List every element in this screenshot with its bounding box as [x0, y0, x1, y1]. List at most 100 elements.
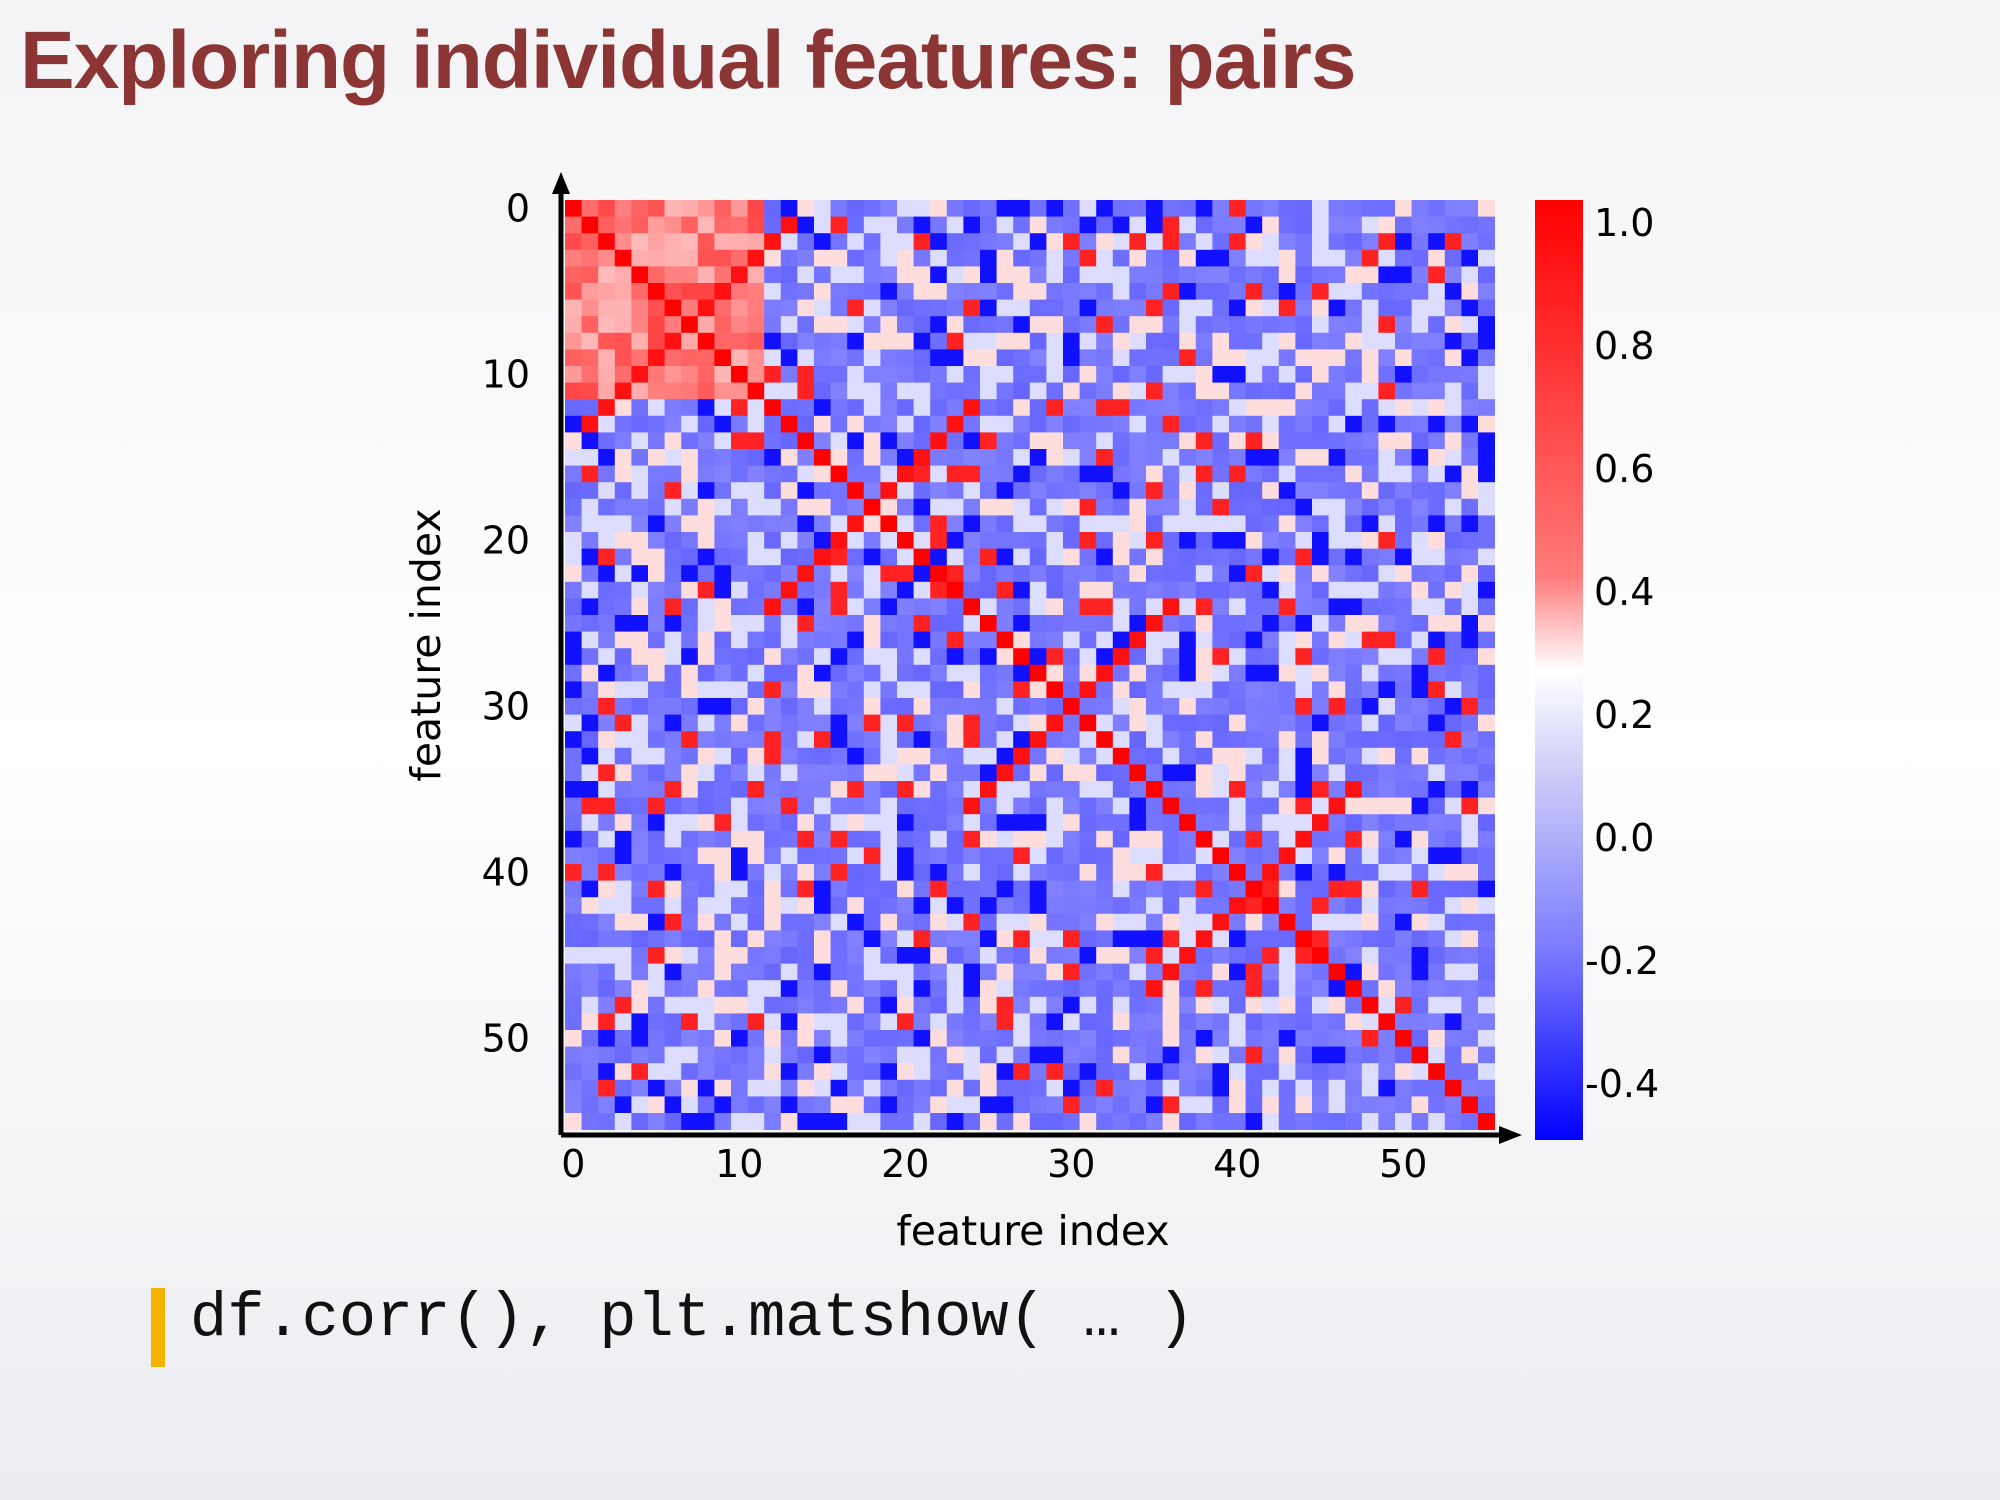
heatmap-cell	[1146, 714, 1163, 732]
heatmap-cell	[1063, 366, 1080, 383]
heatmap-cell	[780, 1113, 798, 1130]
heatmap-cell	[1029, 498, 1047, 516]
heatmap-cell	[1361, 548, 1379, 566]
heatmap-cell	[1245, 980, 1263, 998]
heatmap-cell	[1129, 366, 1147, 383]
heatmap-cell	[1179, 283, 1197, 300]
heatmap-cell	[1444, 631, 1462, 649]
heatmap-cell	[598, 996, 616, 1014]
heatmap-cell	[1295, 1096, 1313, 1114]
heatmap-cell	[814, 764, 831, 782]
heatmap-cell	[1361, 283, 1379, 300]
heatmap-cell	[714, 249, 732, 267]
heatmap-cell	[897, 1079, 914, 1097]
heatmap-cell	[1295, 332, 1313, 350]
heatmap-cell	[1345, 316, 1363, 334]
heatmap-cell	[764, 598, 782, 616]
heatmap-cell	[764, 216, 782, 234]
heatmap-cell	[1461, 249, 1479, 267]
heatmap-cell	[1428, 249, 1446, 267]
heatmap-cell	[764, 515, 782, 533]
heatmap-cell	[847, 714, 865, 732]
heatmap-cell	[1195, 548, 1213, 566]
heatmap-cell	[614, 200, 632, 217]
heatmap-cell	[1245, 498, 1263, 516]
heatmap-cell	[614, 1046, 632, 1064]
heatmap-cell	[913, 598, 931, 616]
heatmap-cell	[1195, 200, 1213, 217]
heatmap-cell	[1129, 698, 1147, 715]
heatmap-cell	[1345, 1079, 1363, 1097]
heatmap-cell	[797, 349, 815, 367]
heatmap-cell	[1444, 648, 1462, 666]
heatmap-cell	[1411, 963, 1429, 981]
heatmap-cell	[664, 797, 682, 815]
heatmap-cell	[1278, 1063, 1296, 1081]
heatmap-cell	[1245, 930, 1263, 948]
heatmap-cell	[764, 299, 782, 317]
heatmap-cell	[1411, 847, 1429, 865]
heatmap-cell	[980, 880, 997, 898]
heatmap-cell	[946, 714, 964, 732]
heatmap-cell	[1179, 449, 1197, 466]
heatmap-cell	[946, 797, 964, 815]
heatmap-cell	[930, 432, 948, 450]
heatmap-cell	[946, 631, 964, 649]
heatmap-cell	[648, 349, 665, 367]
heatmap-cell	[664, 996, 682, 1014]
heatmap-cell	[648, 897, 665, 915]
heatmap-cell	[1179, 698, 1197, 715]
heatmap-cell	[581, 449, 599, 466]
heatmap-cell	[1295, 664, 1313, 682]
heatmap-cell	[731, 880, 748, 898]
heatmap-cell	[1278, 581, 1296, 599]
heatmap-cell	[780, 631, 798, 649]
heatmap-cell	[814, 1046, 831, 1064]
heatmap-cell	[863, 980, 881, 998]
heatmap-cell	[963, 299, 981, 317]
heatmap-cell	[897, 996, 914, 1014]
heatmap-cell	[614, 1063, 632, 1081]
heatmap-cell	[1411, 947, 1429, 964]
heatmap-cell	[847, 432, 865, 450]
heatmap-cell	[1411, 1013, 1429, 1031]
heatmap-cell	[1112, 930, 1130, 948]
heatmap-cell	[930, 200, 948, 217]
heatmap-cell	[731, 581, 748, 599]
x-tick-label: 0	[561, 1142, 585, 1186]
heatmap-cell	[1328, 698, 1346, 715]
heatmap-cell	[1411, 913, 1429, 931]
heatmap-cell	[780, 415, 798, 433]
heatmap-cell	[1361, 631, 1379, 649]
heatmap-cell	[747, 980, 765, 998]
heatmap-cell	[614, 216, 632, 234]
heatmap-cell	[1295, 598, 1313, 616]
heatmap-cell	[1112, 615, 1130, 632]
heatmap-cell	[880, 814, 898, 832]
heatmap-cell	[847, 299, 865, 317]
heatmap-cell	[631, 415, 649, 433]
heatmap-cell	[1162, 366, 1180, 383]
heatmap-cell	[747, 1030, 765, 1047]
heatmap-cell	[863, 1013, 881, 1031]
heatmap-cell	[963, 880, 981, 898]
heatmap-cell	[631, 200, 649, 217]
heatmap-cell	[1212, 764, 1230, 782]
heatmap-cell	[1195, 1113, 1213, 1130]
heatmap-cell	[1361, 349, 1379, 367]
heatmap-cell	[1229, 980, 1246, 998]
heatmap-cell	[1262, 897, 1280, 915]
heatmap-cell	[697, 565, 715, 583]
heatmap-cell	[946, 399, 964, 417]
heatmap-cell	[1146, 200, 1163, 217]
heatmap-cell	[863, 399, 881, 417]
heatmap-cell	[913, 714, 931, 732]
heatmap-cell	[863, 913, 881, 931]
heatmap-cell	[1378, 963, 1396, 981]
heatmap-cell	[598, 482, 616, 500]
heatmap-cell	[1146, 747, 1163, 765]
heatmap-cell	[1029, 731, 1047, 749]
heatmap-cell	[1162, 266, 1180, 284]
heatmap-cell	[681, 565, 699, 583]
heatmap-cell	[1046, 814, 1064, 832]
